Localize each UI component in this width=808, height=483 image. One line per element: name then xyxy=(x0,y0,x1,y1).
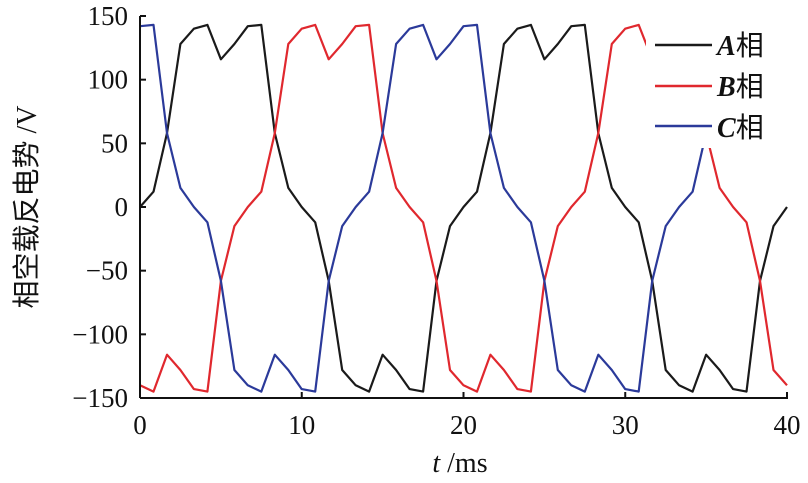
y-tick-label: 100 xyxy=(88,65,129,95)
x-axis-label-unit: /ms xyxy=(440,448,487,479)
y-tick-label: 0 xyxy=(115,192,129,222)
series-line-c xyxy=(139,23,788,393)
x-tick-label: 40 xyxy=(774,410,801,440)
y-tick-label: −50 xyxy=(86,256,128,286)
legend-label-a: A相 xyxy=(715,30,764,62)
legend-label-c: C相 xyxy=(717,112,764,144)
x-tick-label: 10 xyxy=(288,410,315,440)
y-tick-label: −100 xyxy=(72,319,128,349)
x-axis-label: t /ms xyxy=(432,448,487,479)
x-tick-label: 0 xyxy=(133,410,147,440)
y-tick-label: −150 xyxy=(72,383,128,413)
x-axis-label-var: t xyxy=(432,448,441,479)
tick-labels: −150 −100 −50 0 50 100 150 0 10 20 30 40 xyxy=(72,1,800,440)
legend: A相 B相 C相 xyxy=(646,14,808,148)
y-axis-label: 相空载反电势 /V xyxy=(11,105,43,308)
x-tick-label: 20 xyxy=(450,410,477,440)
legend-label-b: B相 xyxy=(716,71,764,103)
series-line-a xyxy=(139,23,788,393)
x-tick-label: 30 xyxy=(612,410,639,440)
y-tick-label: 50 xyxy=(101,128,128,158)
y-tick-label: 150 xyxy=(88,1,129,31)
